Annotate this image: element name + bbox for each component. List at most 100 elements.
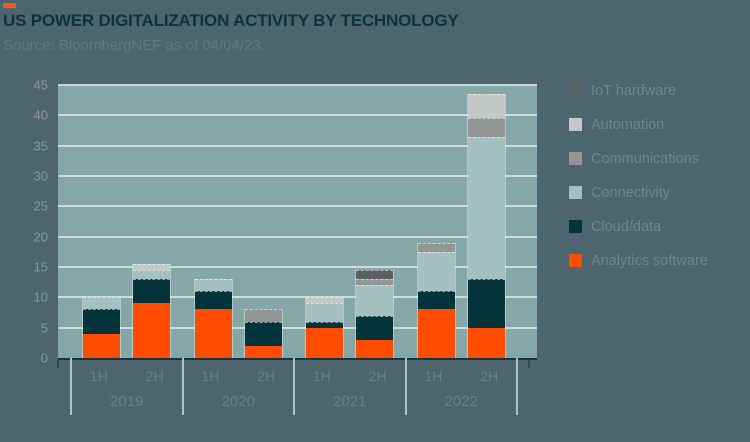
bar-segment-cloud-data[interactable]	[83, 309, 121, 334]
bar-segment-cloud-data[interactable]	[417, 291, 455, 310]
y-tick-label: 15	[33, 259, 48, 275]
x-tick-label-half: 1H	[312, 368, 331, 384]
source-note: Source: BloombergNEF as of 04/04/23.	[3, 37, 265, 54]
legend-item-communications: Communications	[569, 150, 708, 167]
legend-label: Communications	[591, 150, 699, 167]
bar-segment-cloud-data[interactable]	[306, 321, 344, 328]
bar-segment-analytics-software[interactable]	[306, 327, 344, 358]
gridline	[58, 114, 537, 117]
y-tick-label: 10	[33, 289, 48, 305]
bar-segment-connectivity[interactable]	[467, 136, 505, 280]
y-tick-label: 40	[33, 107, 48, 123]
stacked-bar-1H-2020[interactable]	[193, 279, 233, 358]
year-separator	[293, 358, 295, 415]
axis-end-tick-left	[57, 360, 59, 368]
bar-segment-analytics-software[interactable]	[133, 303, 171, 358]
y-tick-label: 45	[33, 77, 48, 93]
legend-label: Analytics software	[591, 252, 708, 269]
legend-swatch-icon	[569, 254, 582, 267]
bar-group-2021	[294, 85, 406, 358]
legend-label: Cloud/data	[591, 218, 662, 235]
bar-segment-cloud-data[interactable]	[467, 279, 505, 328]
x-tick-label-year: 2019	[110, 393, 144, 410]
bar-segment-communications[interactable]	[244, 309, 282, 322]
bar-segment-analytics-software[interactable]	[194, 309, 232, 358]
x-tick-label-year: 2020	[221, 393, 255, 410]
bar-segment-connectivity[interactable]	[133, 270, 171, 280]
gridline	[58, 326, 537, 329]
bar-segment-iot-hardware[interactable]	[356, 270, 394, 280]
legend-item-automation: Automation	[569, 116, 708, 133]
bar-segment-communications[interactable]	[467, 118, 505, 137]
bar-segment-communications[interactable]	[356, 279, 394, 286]
axis-end-tick-right	[528, 360, 530, 368]
x-tick-label-year: 2021	[333, 393, 367, 410]
stacked-bar-1H-2022[interactable]	[416, 242, 456, 358]
legend: IoT hardware Automation Communications Conn…	[569, 83, 708, 288]
bar-segment-automation[interactable]	[467, 94, 505, 119]
legend-label: Automation	[591, 116, 665, 133]
x-tick-label-half: 1H	[424, 368, 443, 384]
legend-swatch-icon	[569, 186, 582, 199]
bar-segment-connectivity[interactable]	[417, 251, 455, 292]
plot-area	[58, 84, 537, 360]
gridline	[58, 266, 537, 268]
gridline	[58, 296, 537, 299]
bar-group-2020	[183, 85, 295, 358]
legend-swatch-icon	[569, 220, 582, 233]
bar-segment-connectivity[interactable]	[306, 303, 344, 322]
x-tick-label-half: 2H	[145, 368, 164, 384]
gridline	[58, 235, 537, 238]
bar-segment-connectivity[interactable]	[194, 279, 232, 292]
legend-item-iot-hardware: IoT hardware	[569, 83, 708, 99]
x-tick-label-half: 1H	[201, 368, 220, 384]
year-separator	[70, 358, 72, 415]
y-tick-label: 20	[33, 229, 48, 245]
x-tick-label-half: 2H	[257, 368, 276, 384]
legend-swatch-icon	[569, 152, 582, 165]
bar-segment-cloud-data[interactable]	[194, 291, 232, 310]
bar-segment-analytics-software[interactable]	[244, 345, 282, 358]
bar-segment-cloud-data[interactable]	[356, 315, 394, 340]
x-tick-label-half: 2H	[368, 368, 387, 384]
y-tick-label: 5	[40, 320, 48, 336]
legend-swatch-icon	[569, 118, 582, 131]
x-tick-label-half: 2H	[480, 368, 499, 384]
bar-group-2022	[406, 85, 518, 358]
stacked-bar-2H-2020[interactable]	[243, 309, 283, 358]
y-tick-label: 30	[33, 168, 48, 184]
stacked-bar-1H-2019[interactable]	[82, 297, 122, 358]
y-tick-label: 25	[33, 198, 48, 214]
stacked-bar-2H-2019[interactable]	[132, 263, 172, 358]
bar-segment-communications[interactable]	[417, 242, 455, 252]
year-separator	[404, 358, 407, 415]
y-tick-label: 0	[40, 350, 48, 366]
bar-segment-cloud-data[interactable]	[133, 279, 171, 304]
bar-groups	[58, 85, 537, 358]
legend-swatch-icon	[569, 84, 582, 97]
bar-segment-connectivity[interactable]	[83, 297, 121, 310]
y-axis: 0 5 10 15 20 25 30 35 40 45	[0, 78, 50, 366]
gridline	[58, 205, 537, 208]
accent-bar	[3, 3, 16, 8]
legend-label: Connectivity	[591, 184, 670, 201]
gridline	[58, 84, 537, 86]
stacked-bar-2H-2022[interactable]	[466, 94, 506, 358]
bar-segment-automation[interactable]	[133, 263, 171, 271]
bar-segment-analytics-software[interactable]	[356, 339, 394, 358]
legend-item-cloud-data: Cloud/data	[569, 218, 708, 235]
bar-segment-analytics-software[interactable]	[467, 327, 505, 358]
stacked-bar-1H-2021[interactable]	[305, 297, 345, 358]
page-title: US POWER DIGITALIZATION ACTIVITY BY TECH…	[3, 11, 459, 30]
bar-segment-automation[interactable]	[306, 297, 344, 304]
bar-segment-cloud-data[interactable]	[244, 321, 282, 346]
legend-item-analytics-software: Analytics software	[569, 252, 708, 269]
bar-segment-analytics-software[interactable]	[417, 309, 455, 358]
stacked-bar-2H-2021[interactable]	[355, 270, 395, 358]
legend-item-connectivity: Connectivity	[569, 184, 708, 201]
bar-group-2019	[71, 85, 183, 358]
bar-segment-connectivity[interactable]	[356, 285, 394, 316]
bar-segment-analytics-software[interactable]	[83, 333, 121, 358]
year-separator	[516, 358, 518, 415]
gridline	[58, 175, 537, 177]
